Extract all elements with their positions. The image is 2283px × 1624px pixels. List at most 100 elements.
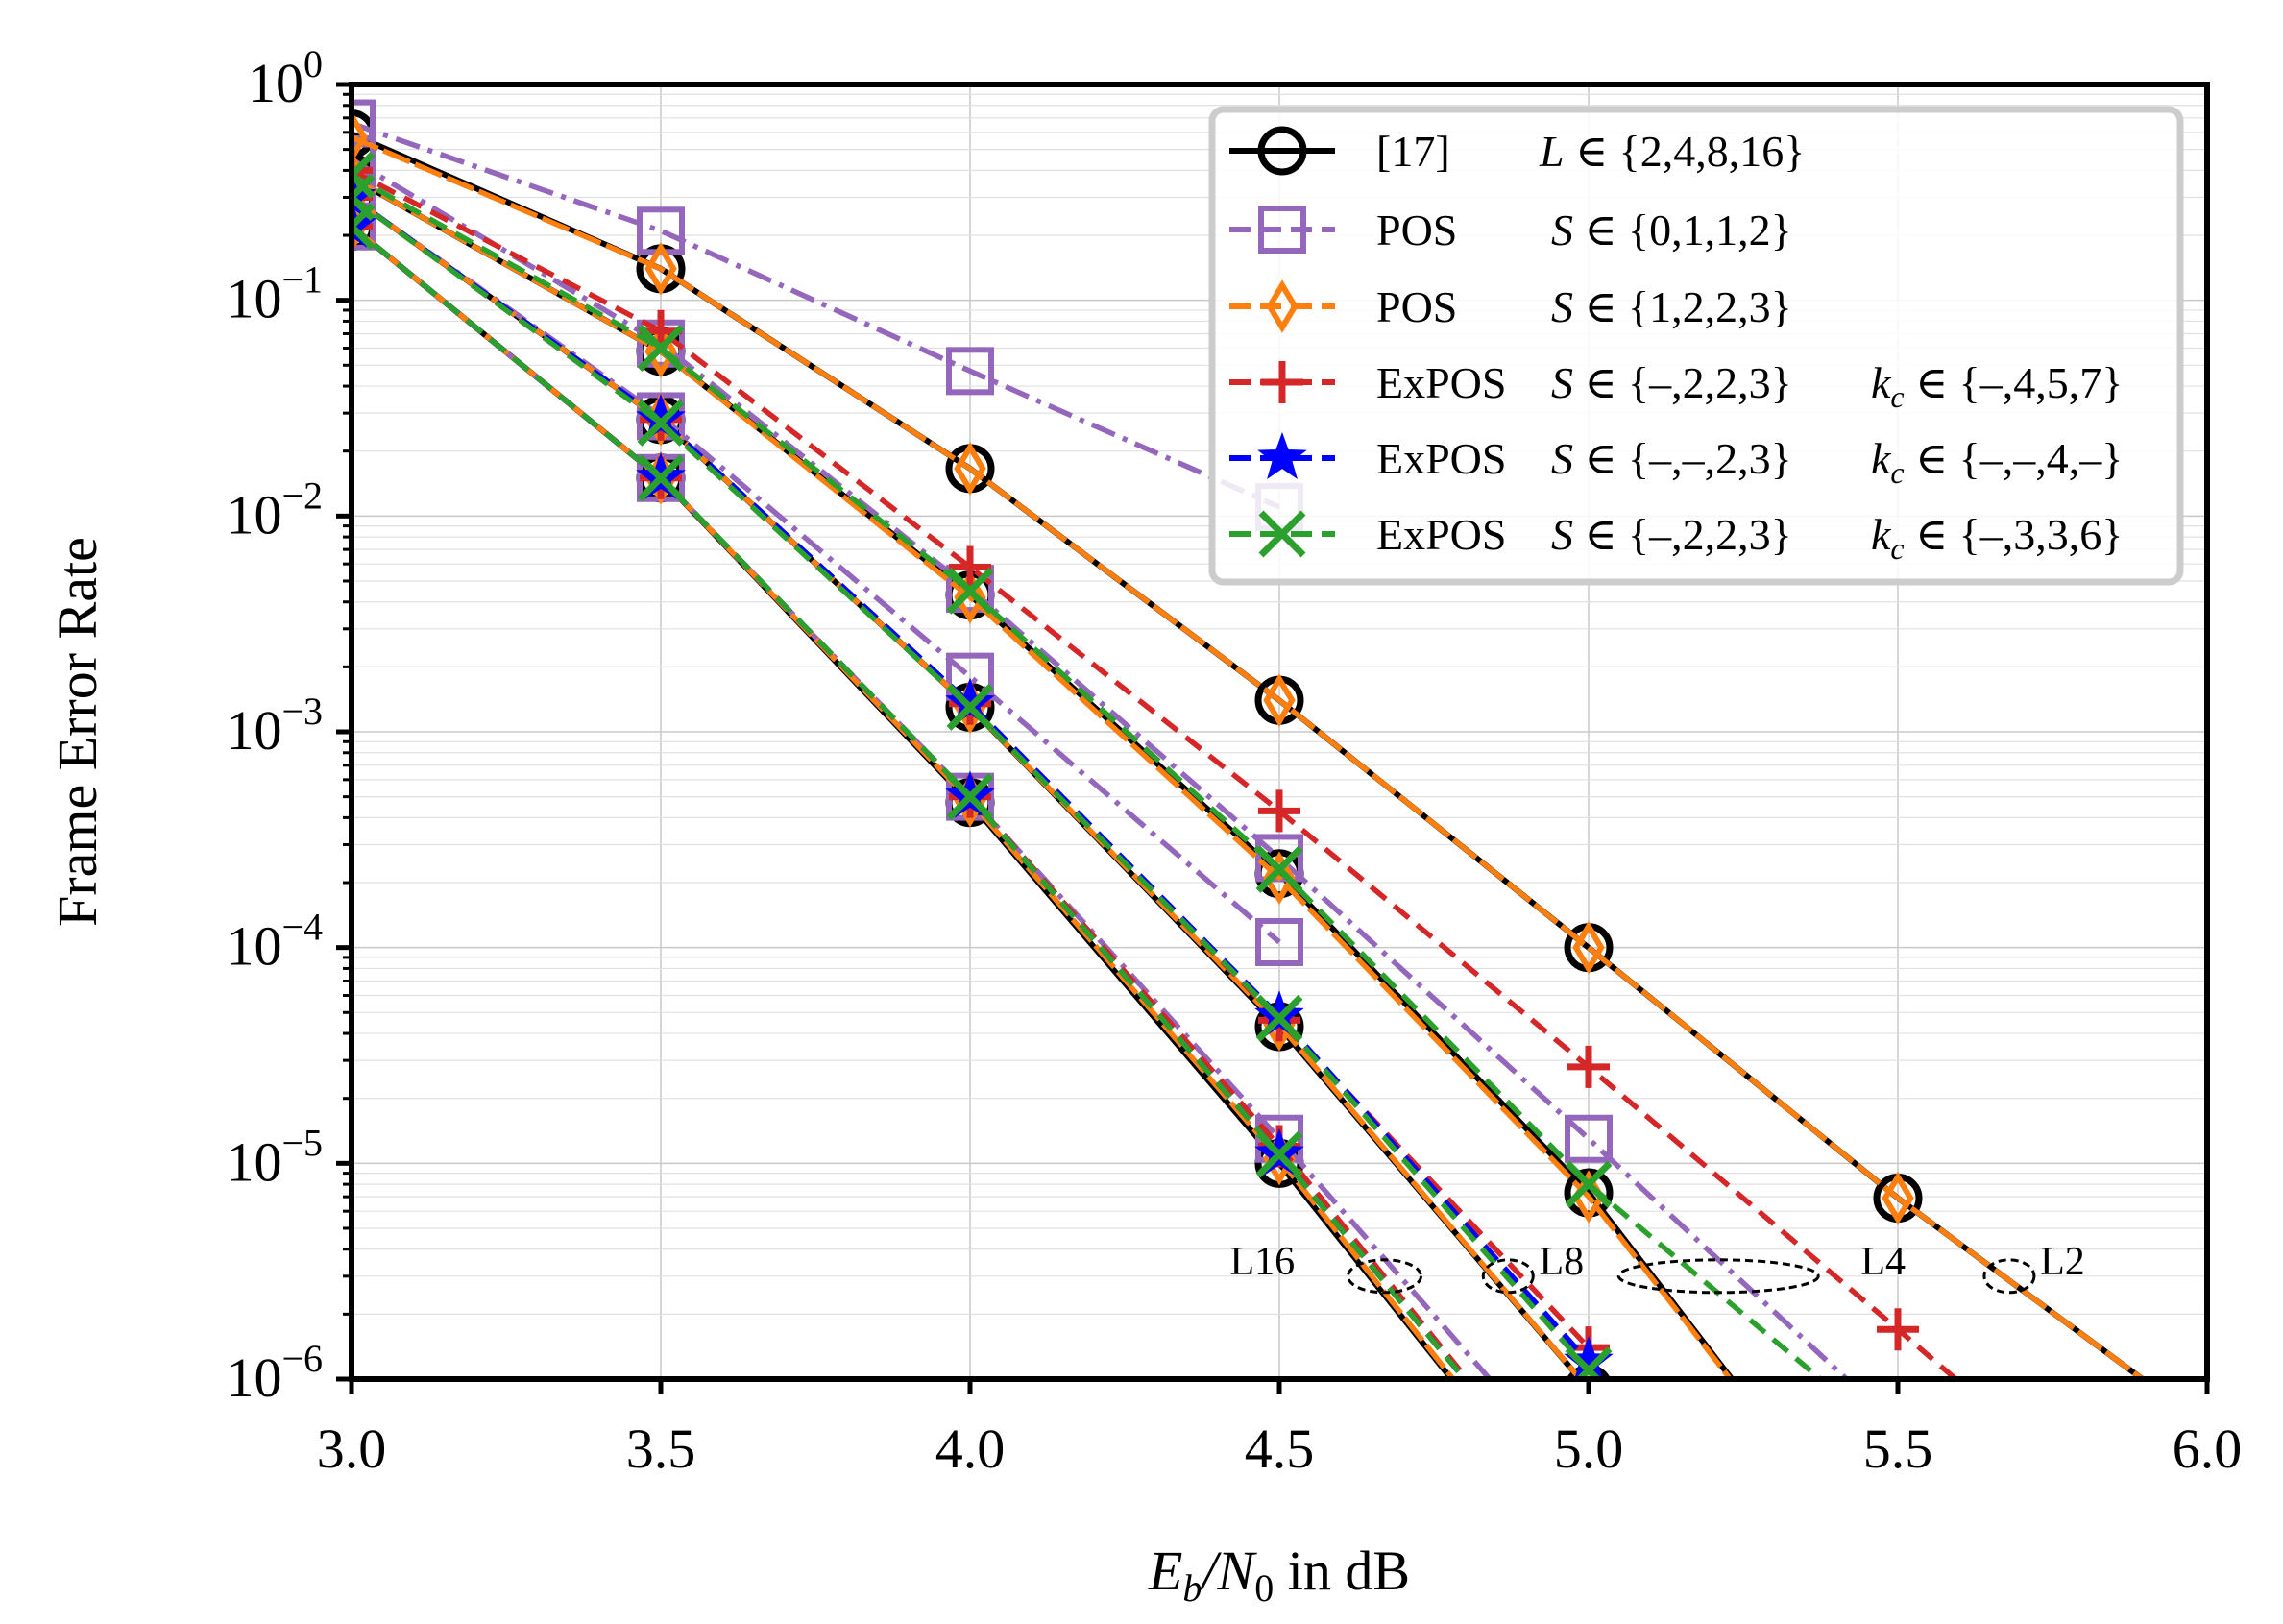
legend-param-set: ∈ {–,–,2,3} (1573, 434, 1792, 483)
legend-param-set: ∈ {–,2,2,3} (1573, 510, 1792, 559)
series-5 (352, 151, 1825, 1379)
data-point-marker (644, 242, 677, 296)
annotation-label: L2 (2040, 1240, 2085, 1284)
y-tick-base: 10 (248, 52, 304, 114)
data-point-marker (352, 134, 376, 183)
legend-kc-var: k (1871, 510, 1892, 559)
data-point-marker (954, 442, 986, 496)
series-line-L8 (352, 195, 1591, 1372)
legend-param: L ∈ {2,4,8,16} (1539, 127, 1805, 176)
legend-marker-circle (1257, 126, 1307, 176)
legend-marker-square (1258, 206, 1306, 254)
legend-entry: [17] L ∈ {2,4,8,16} (1229, 126, 1805, 176)
legend-param-var: S (1551, 510, 1573, 559)
y-axis-label: Frame Error Rate (46, 537, 109, 927)
legend-entry: ExPOS S ∈ {–,–,2,3} kc ∈ {–,–,4,–} (1229, 431, 2123, 490)
y-tick-base: 10 (226, 699, 281, 762)
legend-param-var: L (1539, 127, 1565, 176)
legend-param: S ∈ {0,1,1,2} (1551, 206, 1792, 255)
y-tick-exponent: −4 (281, 906, 323, 949)
y-tick-label: 10−2 (226, 473, 323, 545)
legend-param-var: S (1551, 358, 1573, 407)
data-point-marker (1255, 917, 1303, 966)
y-tick-base: 10 (226, 268, 281, 330)
series-line-L2 (352, 120, 1281, 510)
data-point-marker (1565, 1160, 1613, 1208)
data-point-marker (1882, 1171, 1914, 1225)
legend-kc-set: ∈ {–,–,4,–} (1905, 434, 2124, 483)
annotation-ellipse (1616, 1258, 1820, 1295)
y-tick-base: 10 (226, 1130, 281, 1193)
x-tick-label: 4.0 (935, 1418, 1006, 1480)
annotation-label: L8 (1539, 1240, 1584, 1284)
y-tick-exponent: 0 (304, 42, 323, 85)
y-tick-label: 10−4 (226, 906, 323, 978)
legend-marker-plus (1261, 361, 1303, 403)
y-tick-exponent: −6 (281, 1337, 323, 1380)
data-point-marker (1565, 1114, 1613, 1163)
legend-kc-sub: c (1890, 379, 1904, 414)
series-line-L4 (352, 172, 1825, 1379)
y-tick-exponent: −1 (281, 258, 323, 302)
data-point-marker (637, 454, 685, 502)
y-tick-label: 10−6 (226, 1337, 323, 1409)
data-point-marker (637, 325, 685, 372)
annotation-label: L4 (1860, 1240, 1906, 1284)
data-point-marker (946, 347, 994, 396)
legend-param-set: ∈ {0,1,1,2} (1573, 206, 1792, 255)
y-tick-label: 10−3 (226, 690, 323, 762)
legend-entry: POS S ∈ {0,1,1,2} (1229, 206, 1792, 255)
legend-param: S ∈ {–,2,2,3} (1551, 358, 1792, 407)
y-tick-exponent: −3 (281, 690, 323, 733)
data-point-marker (946, 683, 994, 731)
y-tick-exponent: −5 (281, 1121, 323, 1164)
x-tick-label: 6.0 (2173, 1418, 2243, 1480)
y-tick-base: 10 (226, 915, 281, 978)
x-label-n: /N (1199, 1539, 1257, 1602)
legend-kc-param: kc ∈ {–,3,3,6} (1871, 510, 2123, 566)
legend-label: ExPOS (1376, 434, 1506, 483)
y-tick-exponent: −2 (281, 473, 323, 517)
data-point-marker (954, 570, 986, 624)
y-tick-label: 10−1 (226, 258, 323, 330)
data-curves (352, 99, 2148, 1379)
legend-kc-var: k (1871, 358, 1892, 407)
legend-param-set: ∈ {2,4,8,16} (1565, 127, 1806, 176)
y-tick-base: 10 (226, 483, 281, 545)
x-tick-label: 5.5 (1863, 1418, 1933, 1480)
legend-kc-set: ∈ {–,3,3,6} (1905, 510, 2124, 559)
legend-marker-x (1258, 510, 1306, 558)
legend-label: POS (1376, 206, 1457, 255)
x-axis-label: Eb/N0 in dB (1148, 1539, 1410, 1610)
legend-label: [17] (1376, 127, 1450, 176)
data-point-marker (946, 567, 994, 615)
annotation-ellipse (1346, 1258, 1422, 1295)
data-point-marker (946, 773, 994, 821)
x-tick-label: 3.0 (317, 1418, 387, 1480)
data-point-marker (637, 399, 685, 447)
legend-label: POS (1376, 282, 1457, 331)
data-point-marker (1263, 673, 1296, 728)
data-point-marker (352, 110, 368, 164)
legend-kc-sub: c (1890, 455, 1904, 490)
y-tick-label: 10−5 (226, 1121, 323, 1193)
x-tick-label: 5.0 (1554, 1418, 1624, 1480)
list-size-annotations: L16 L8 L4 L2 (1229, 1240, 2085, 1295)
x-tick-label: 3.5 (626, 1418, 696, 1480)
legend-kc-param: kc ∈ {–,–,4,–} (1871, 434, 2123, 490)
x-label-sub-0: 0 (1254, 1566, 1274, 1610)
series-line-L2 (352, 134, 2148, 1379)
data-point-marker (945, 677, 995, 725)
data-point-marker (1258, 789, 1300, 833)
legend-entry: ExPOS S ∈ {–,2,2,3} kc ∈ {–,3,3,6} (1229, 510, 2123, 566)
x-label-sub-b: b (1182, 1566, 1202, 1610)
data-point-marker (1255, 845, 1303, 893)
data-point-marker (1263, 851, 1296, 906)
data-point-marker (352, 99, 376, 148)
legend-param-var: S (1551, 434, 1573, 483)
y-tick-base: 10 (226, 1346, 281, 1409)
series-line-L4 (352, 175, 1734, 1379)
data-point-marker (1255, 1130, 1303, 1178)
data-point-marker (352, 151, 376, 199)
